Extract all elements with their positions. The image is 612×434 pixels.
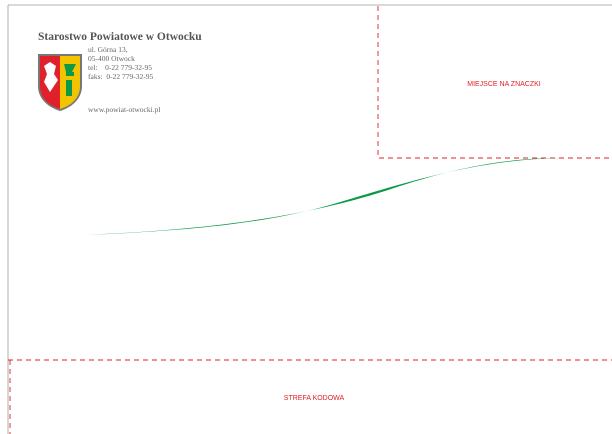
coat-of-arms <box>38 54 82 111</box>
address-line: faks: 0-22 779-32-95 <box>88 72 153 81</box>
crest-chalice <box>64 64 76 96</box>
stamp-area-border <box>377 6 612 159</box>
address-line: 05-400 Otwock <box>88 54 135 63</box>
stamp-area-label: MIEJSCE NA ZNACZKI <box>467 81 541 88</box>
crest-eagle <box>44 62 58 92</box>
header-title: Starostwo Powiatowe w Otwocku <box>38 31 202 43</box>
website: www.powiat-otwocki.pl <box>88 105 160 114</box>
address-line: ul. Górna 13, <box>88 45 128 54</box>
address-line: tel: 0-22 779-32-95 <box>88 63 152 72</box>
code-zone-label: STREFA KODOWA <box>284 395 345 402</box>
